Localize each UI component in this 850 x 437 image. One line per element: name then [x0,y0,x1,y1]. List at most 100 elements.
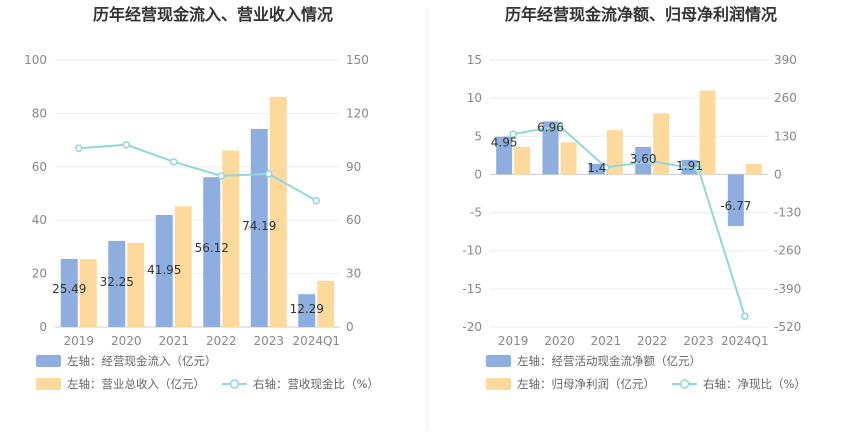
legend-swatch [36,355,61,367]
data-label: 41.95 [147,263,181,277]
data-label: 3.60 [630,152,657,166]
left-axis-ticks: -20 -15 -10 -5 0 5 10 15 [462,53,482,334]
left-tick-label: 0 [474,167,482,181]
data-label: 56.12 [195,241,229,255]
left-tick-label: -20 [462,320,482,334]
legend-swatch [486,378,511,390]
legend: 左轴：经营现金流入（亿元） 左轴：营业总收入（亿元） 右轴：营收现金比（%） [36,354,379,391]
chart-title: 历年经营现金流净额、归母净利润情况 [505,5,777,24]
left-tick-label: 15 [467,53,482,67]
left-tick-label: 0 [39,320,47,334]
legend-swatch [36,378,61,390]
left-tick-label: 5 [474,129,482,143]
legend-swatch-marker [229,379,240,389]
right-tick-label: -520 [774,320,801,334]
data-labels: 25.49 32.25 41.95 56.12 74.19 12.29 [52,219,324,316]
x-tick-label: 2022 [637,334,668,348]
right-axis-ticks: -520 -390 -260 -130 0 130 260 390 [774,53,801,334]
bar [298,294,316,327]
x-axis-ticks: 2019 2020 2021 2022 2023 2024Q1 [498,334,769,348]
legend: 左轴：经营活动现金流净额（亿元） 左轴：归母净利润（亿元） 右轴：净现比（%） [486,354,806,391]
data-labels: 4.95 6.96 1.4 3.60 1.91 -6.77 [491,120,752,213]
data-label: 6.96 [537,120,564,134]
line-point [648,157,656,165]
bars [60,96,335,327]
bar [496,136,513,175]
x-tick-label: 2019 [63,334,94,348]
x-tick-label: 2023 [253,334,284,348]
bar [653,113,670,175]
line-series [512,124,746,317]
right-tick-label: -130 [774,206,801,220]
bar [542,121,559,175]
legend-label: 左轴：归母净利润（亿元） [517,377,655,391]
legend-label: 右轴：营收现金比（%） [253,377,379,391]
grid [490,59,768,328]
legend-label: 左轴：经营现金流入（亿元） [67,354,217,368]
ratio-line [75,140,320,205]
chart-panel-cash-inflow-revenue: 历年经营现金流入、营业收入情况 0 20 40 60 80 100 0 30 60 90 120 1… [24,5,379,391]
data-label: 12.29 [290,302,324,316]
x-tick-label: 2021 [158,334,189,348]
left-tick-label: -10 [462,244,482,258]
data-label: 25.49 [52,282,86,296]
bar [222,150,240,327]
line-point [555,122,564,130]
data-label: 1.91 [676,159,703,173]
data-label: 1.4 [587,161,606,175]
bar [250,128,268,327]
line-point [509,130,517,138]
x-axis-ticks: 2019 2020 2021 2022 2023 2024Q1 [63,334,340,348]
x-tick-label: 2021 [591,334,622,348]
legend-label: 右轴：净现比（%） [703,377,806,391]
line-point [122,140,130,149]
left-tick-label: -5 [470,206,482,220]
line-point [75,144,83,153]
left-tick-label: 80 [32,106,47,120]
right-tick-label: 150 [346,53,369,67]
x-tick-label: 2022 [206,334,237,348]
right-tick-label: 90 [346,160,361,174]
bar [60,258,78,327]
left-axis-ticks: 0 20 40 60 80 100 [24,53,47,334]
right-tick-label: 30 [346,267,361,281]
x-tick-label: 2024Q1 [721,334,769,348]
bar [269,96,287,327]
bar [155,214,173,327]
line-point [741,312,749,321]
right-tick-label: 0 [774,167,782,181]
bar [635,146,652,175]
right-tick-label: 390 [774,53,797,67]
legend-swatch [486,355,511,367]
x-tick-label: 2020 [111,334,142,348]
line-point [170,158,178,166]
right-tick-label: -260 [774,244,801,258]
bar [560,142,577,175]
bar [588,163,605,175]
right-tick-label: 260 [774,91,797,105]
left-tick-label: 10 [467,91,482,105]
right-tick-label: 120 [346,106,369,120]
chart-title: 历年经营现金流入、营业收入情况 [93,5,333,24]
legend-label: 左轴：经营活动现金流净额（亿元） [517,354,701,368]
bar [174,206,192,327]
data-label: 32.25 [100,275,134,289]
x-tick-label: 2019 [498,334,529,348]
data-label: 4.95 [491,136,518,150]
line-point [602,163,610,172]
right-tick-label: 0 [346,320,354,334]
line-point [217,172,225,180]
left-tick-label: 100 [24,53,47,67]
bar [745,163,762,175]
left-tick-label: 60 [32,160,47,174]
ratio-line [509,122,749,321]
x-tick-label: 2020 [544,334,575,348]
bar [699,90,716,175]
bars [496,90,762,227]
bar [108,240,126,327]
legend-swatch-marker [679,379,690,389]
grid [55,59,340,328]
line-series [78,143,317,202]
right-tick-label: 130 [774,129,797,143]
right-tick-label: 60 [346,213,361,227]
